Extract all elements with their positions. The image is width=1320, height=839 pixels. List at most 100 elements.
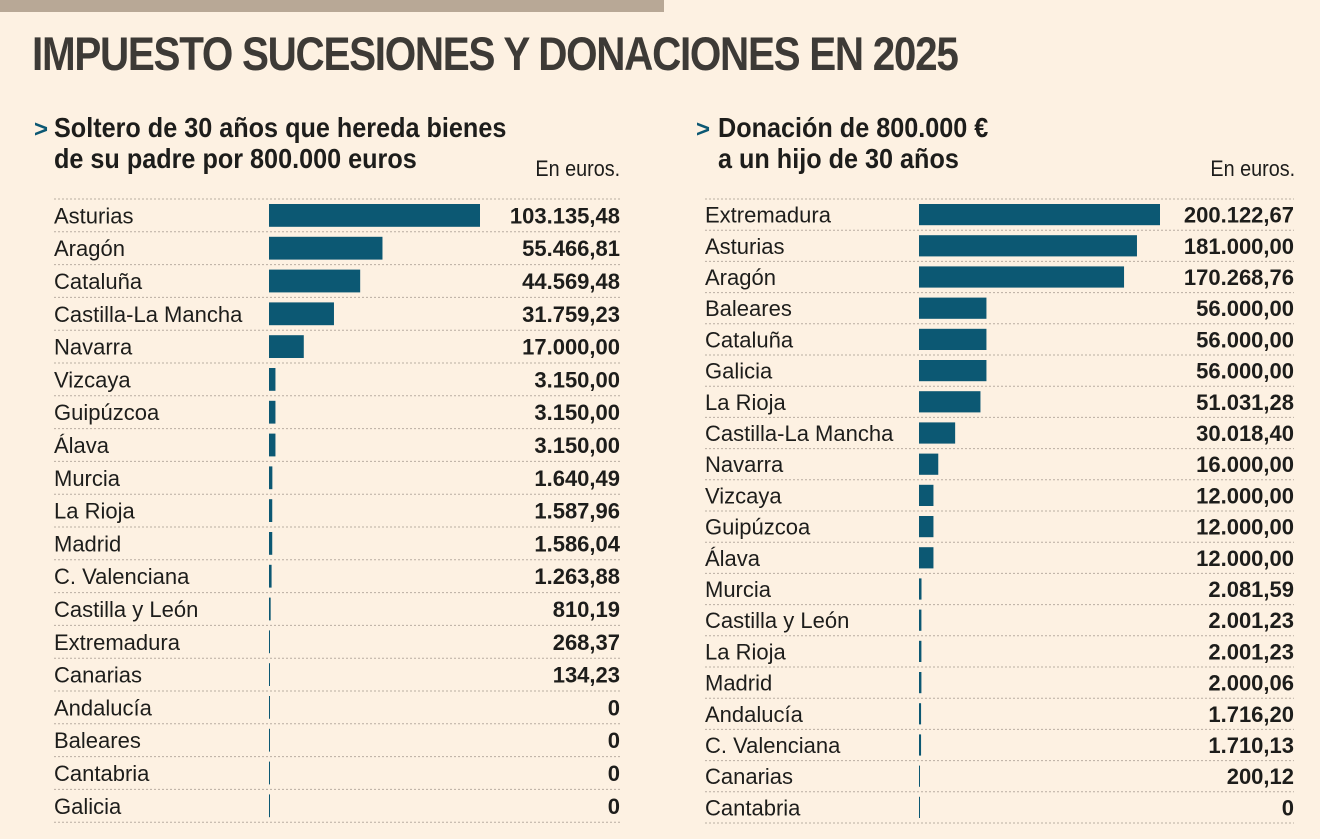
donation-chart-title-line-1: Donación de 800.000 € [718,112,989,143]
bar [269,466,273,490]
category-label: Cantabria [705,795,801,820]
category-label: Baleares [705,296,792,321]
value-label: 0 [608,728,620,753]
bar [919,516,934,538]
value-label: 56.000,00 [1196,359,1294,384]
bar [919,297,987,319]
value-label: 810,19 [553,597,620,622]
category-label: Cataluña [54,269,143,294]
donation-chart-title: Donación de 800.000 € a un hijo de 30 añ… [718,112,988,174]
donation-chart-title-line-2: a un hijo de 30 años [718,143,959,174]
donation-chart-units: En euros. [1210,156,1295,181]
category-label: La Rioja [705,639,786,664]
category-label: La Rioja [705,390,786,415]
category-label: C. Valenciana [705,733,841,758]
category-label: Cataluña [705,327,794,352]
category-label: Extremadura [54,630,181,655]
chevron-right-icon: > [34,116,49,143]
value-label: 44.569,48 [522,269,620,294]
bar [269,433,276,457]
value-label: 0 [608,794,620,819]
bar [269,532,273,555]
bar [919,235,1137,257]
bar [919,609,922,631]
category-label: Castilla-La Mancha [705,421,894,446]
value-label: 30.018,40 [1196,421,1294,446]
donation-bar-chart: Extremadura 200.122,67 Asturias 181.000,00 A… [705,198,1294,824]
value-label: 1.586,04 [534,531,620,556]
bar [919,360,987,382]
value-label: 200,12 [1227,764,1294,789]
category-label: Canarias [54,663,142,688]
value-label: 56.000,00 [1196,327,1294,352]
value-label: 2.081,59 [1208,577,1294,602]
value-label: 55.466,81 [522,236,620,261]
value-label: 12.000,00 [1196,515,1294,540]
category-label: Extremadura [705,203,832,228]
bar [269,400,276,424]
value-label: 1.716,20 [1208,702,1294,727]
category-label: Navarra [705,452,784,477]
value-label: 103.135,48 [510,203,620,228]
bar [919,328,987,350]
category-label: Guipúzcoa [705,515,811,540]
bar [919,640,922,662]
value-label: 200.122,67 [1184,203,1294,228]
inheritance-chart-units: En euros. [535,156,620,181]
category-label: Álava [54,433,110,458]
bar [919,204,1160,226]
value-label: 0 [608,695,620,720]
chevron-right-icon: > [696,116,711,143]
category-label: Murcia [705,577,772,602]
bar [919,765,920,787]
inheritance-chart-panel: > Soltero de 30 años que hereda bienes d… [0,112,640,832]
category-label: Madrid [705,671,772,696]
bar [269,368,276,391]
bar [269,204,480,227]
top-accent-bar [0,0,664,12]
category-label: Castilla y León [705,608,849,633]
category-label: Asturias [705,234,784,259]
category-label: Navarra [54,335,133,360]
bar [269,236,383,260]
value-label: 12.000,00 [1196,546,1294,571]
bar [919,672,922,694]
bar [269,269,361,293]
bar [269,499,273,522]
bar [269,728,270,752]
category-label: Baleares [54,728,141,753]
bar [919,266,1125,288]
inheritance-bar-chart: Asturias 103.135,48 Aragón 55.466,81 Cataluñ… [54,198,621,823]
bar [269,597,271,621]
bar [919,422,956,444]
category-label: Aragón [705,265,776,290]
category-label: Andalucía [54,695,153,720]
value-label: 0 [608,761,620,786]
category-label: Cantabria [54,761,150,786]
value-label: 56.000,00 [1196,296,1294,321]
category-label: Galicia [705,359,773,384]
value-label: 2.000,06 [1208,671,1294,696]
category-label: Vizcaya [705,483,782,508]
category-label: Galicia [54,794,122,819]
category-label: La Rioja [54,499,135,524]
value-label: 31.759,23 [522,302,620,327]
value-label: 1.587,96 [534,499,620,524]
category-label: Madrid [54,531,121,556]
bar [269,696,270,719]
category-label: Andalucía [705,702,804,727]
bar [919,484,934,506]
bar [269,335,304,358]
bar [269,761,270,785]
bar [269,302,334,326]
value-label: 2.001,23 [1208,639,1294,664]
bar [269,794,270,818]
category-label: Aragón [54,236,125,261]
category-label: Vizcaya [54,367,131,392]
category-label: Castilla y León [54,597,198,622]
category-label: Álava [705,546,761,571]
value-label: 16.000,00 [1196,452,1294,477]
value-label: 3.150,00 [534,433,620,458]
value-label: 12.000,00 [1196,483,1294,508]
value-label: 3.150,00 [534,400,620,425]
